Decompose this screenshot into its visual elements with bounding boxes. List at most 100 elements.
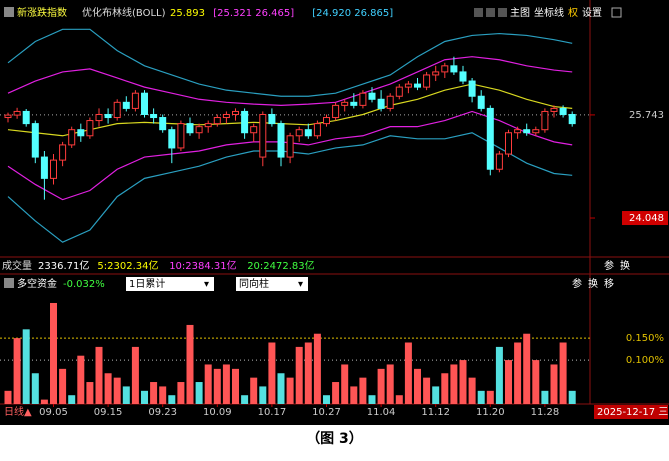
candle-body — [505, 132, 512, 155]
x-tick-label: 10.27 — [312, 407, 341, 418]
candle-body — [232, 110, 239, 115]
bar — [523, 333, 531, 404]
panel-button[interactable]: 参 — [604, 259, 614, 272]
candle-body — [532, 129, 540, 134]
bar — [186, 324, 194, 404]
bar — [568, 390, 576, 404]
panel-button[interactable]: 换 — [588, 277, 598, 290]
bar — [323, 395, 330, 404]
bar — [77, 355, 85, 404]
candle-body — [368, 92, 376, 100]
toolbar-button[interactable]: 设置 — [582, 7, 602, 19]
toolbar-button[interactable]: 坐标线 — [534, 6, 564, 19]
date-label: 2025-12-17 三 — [597, 407, 668, 418]
dropdown[interactable] — [126, 277, 214, 291]
candle-body — [286, 135, 294, 158]
candle-body — [477, 95, 485, 109]
x-tick-label: 11.12 — [421, 407, 450, 418]
toolbar-icon[interactable] — [486, 8, 495, 17]
icon[interactable] — [4, 7, 14, 17]
bar — [86, 382, 94, 404]
panel-button[interactable]: 移 — [604, 277, 614, 290]
candle-body — [250, 126, 258, 134]
candle-body — [141, 92, 148, 115]
candle-body — [241, 110, 249, 134]
toolbar-button[interactable]: 主图 — [510, 7, 530, 19]
candle-body — [332, 104, 340, 119]
dropdown-label[interactable]: 1日累计 — [129, 277, 165, 290]
bar — [259, 386, 267, 404]
toolbar-icon[interactable] — [498, 8, 507, 17]
bar — [414, 368, 421, 404]
toolbar-button[interactable]: 权 — [568, 6, 578, 19]
boll-line — [7, 132, 573, 243]
candle-body — [159, 117, 167, 131]
bar — [31, 373, 39, 404]
candle-body — [150, 113, 158, 119]
bar — [131, 346, 139, 404]
bar — [432, 386, 440, 404]
bar — [377, 368, 385, 404]
candle-body — [13, 110, 21, 116]
candle-body — [523, 129, 531, 134]
candle-body — [4, 114, 12, 119]
bar — [40, 399, 48, 404]
icon[interactable] — [4, 278, 14, 288]
candle-body — [31, 123, 39, 158]
bar — [195, 382, 203, 404]
candle-body — [323, 117, 330, 125]
bar — [368, 395, 376, 404]
bar — [295, 346, 303, 404]
candle-body — [495, 153, 503, 170]
caption: （图 3） — [306, 431, 363, 447]
x-tick-label: 11.20 — [476, 407, 505, 418]
candle-body — [395, 86, 403, 97]
close-icon[interactable] — [611, 7, 622, 18]
x-tick-label: 11.28 — [531, 407, 560, 418]
candle-body — [468, 80, 476, 97]
toolbar-icon[interactable] — [474, 8, 483, 17]
candle-body — [277, 123, 285, 158]
bar — [459, 360, 467, 404]
bar — [332, 382, 340, 404]
bar — [550, 364, 558, 404]
volume-readout: 20:2472.83亿 — [247, 259, 314, 272]
chart-title: 新涨跌指数 — [17, 6, 67, 19]
candle-body — [414, 83, 421, 88]
panel-button[interactable]: 参 — [572, 277, 582, 290]
readout: [24.920 26.865] — [312, 8, 393, 19]
bar — [204, 364, 212, 404]
dropdown[interactable] — [236, 277, 308, 291]
bar — [13, 338, 21, 404]
boll-line — [7, 110, 573, 201]
volume-readout: 10:2384.31亿 — [169, 259, 236, 272]
x-tick-label: 11.04 — [367, 407, 396, 418]
candle-body — [404, 83, 412, 88]
dropdown-label[interactable]: 同向柱 — [239, 277, 269, 290]
boll-line — [7, 56, 573, 106]
boll-line — [7, 28, 573, 97]
period-label: 日线▲ — [4, 405, 32, 418]
bar — [541, 390, 549, 404]
candle-body — [341, 101, 349, 106]
candle-body — [359, 92, 367, 106]
candle-body — [377, 98, 385, 109]
candle-body — [423, 74, 431, 88]
bar — [250, 377, 258, 404]
bar — [50, 302, 57, 404]
bar — [141, 390, 148, 404]
x-tick-label: 09.05 — [39, 407, 68, 418]
bar — [177, 382, 185, 404]
candle-body — [122, 101, 130, 109]
bar — [304, 342, 312, 404]
bar — [350, 386, 358, 404]
bar — [68, 395, 76, 404]
indicator-name: 优化布林线(BOLL) — [82, 6, 166, 19]
bar — [277, 373, 285, 404]
x-tick-label: 09.15 — [94, 407, 123, 418]
panel-button[interactable]: 换 — [620, 259, 630, 272]
candle-body — [441, 65, 449, 73]
y-tick-label: 25.743 — [629, 110, 664, 121]
bar — [159, 386, 167, 404]
